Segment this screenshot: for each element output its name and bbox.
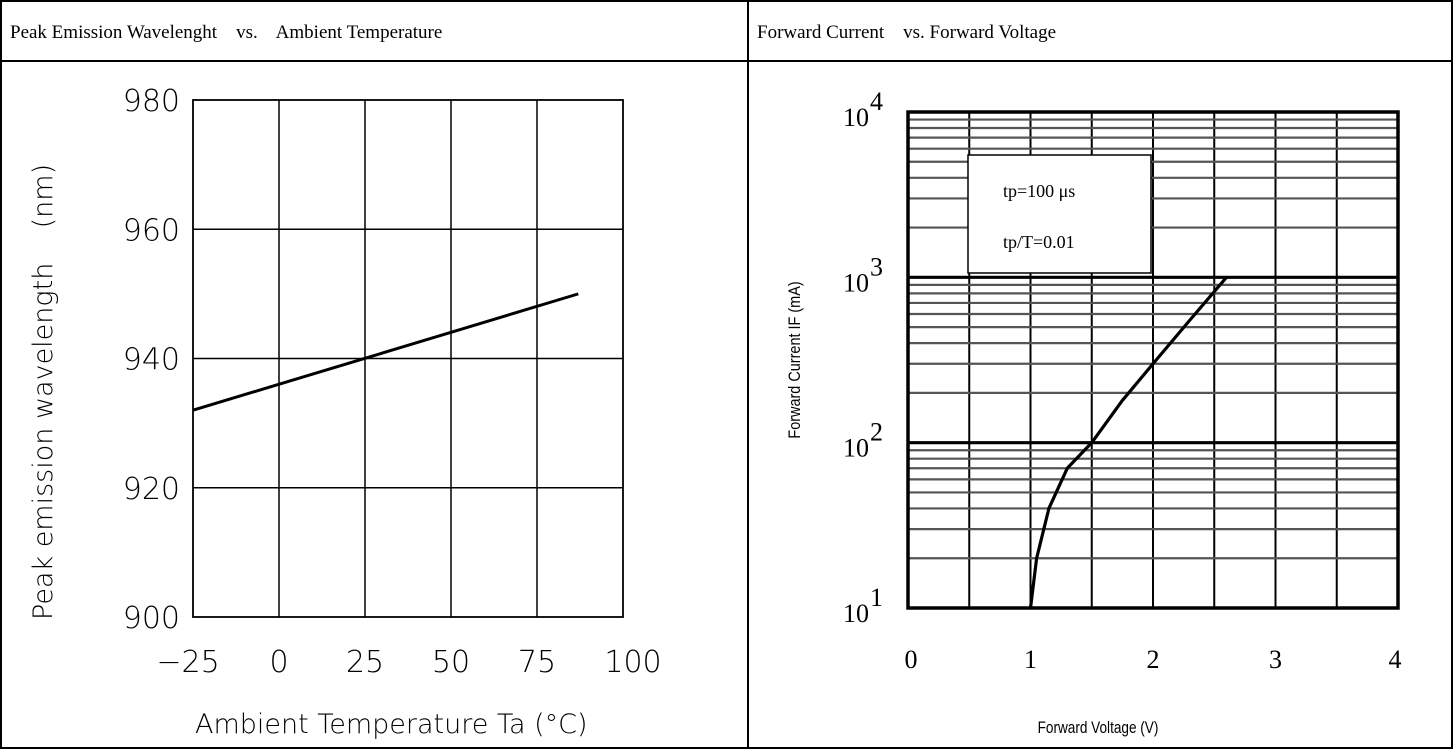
right-x-tick-label: 0	[905, 645, 918, 674]
right-x-tick-label: 2	[1147, 645, 1160, 674]
left-series-line	[192, 292, 579, 412]
left-x-tick-label: 25	[346, 645, 384, 680]
right-x-tick-label: 4	[1389, 645, 1402, 674]
annotation-duty-cycle: tp/T=0.01	[1003, 232, 1075, 252]
left-y-axis-label: Peak emission wavelength (nm)	[28, 164, 59, 620]
right-series-line	[1028, 276, 1228, 609]
right-x-tick-label: 1	[1024, 645, 1037, 674]
left-y-tick-label: 900	[123, 601, 180, 636]
right-panel	[747, 60, 1453, 749]
right-y-tick-exponent: 1	[870, 583, 883, 612]
left-y-tick-label: 980	[123, 84, 180, 119]
left-x-axis-label: Ambient Temperature Ta (°C)	[195, 709, 588, 740]
right-x-axis-label: Forward Voltage (V)	[1038, 719, 1159, 738]
left-x-tick-label: 100	[604, 645, 661, 680]
left-x-tick-label: −25	[156, 645, 219, 680]
left-plot-area	[192, 99, 624, 618]
right-x-tick-label: 3	[1269, 645, 1282, 674]
annotation-box	[967, 154, 1152, 274]
annotation-pulse-width: tp=100 μs	[1003, 181, 1075, 201]
left-x-tick-label: 50	[432, 645, 470, 680]
left-y-tick-label: 940	[123, 343, 180, 378]
right-y-tick-base: 10	[843, 599, 869, 628]
right-y-tick-exponent: 3	[870, 252, 883, 281]
right-y-tick-exponent: 2	[870, 418, 883, 447]
right-y-tick-base: 10	[843, 268, 869, 297]
left-x-tick-label: 75	[518, 645, 556, 680]
right-y-tick-exponent: 4	[870, 87, 883, 116]
right-y-tick-base: 10	[843, 103, 869, 132]
left-x-tick-label: 0	[269, 645, 288, 680]
right-y-tick-base: 10	[843, 434, 869, 463]
left-y-tick-label: 920	[123, 472, 180, 507]
right-y-axis-label: Forward Current IF (mA)	[786, 281, 804, 438]
right-plot-area	[906, 110, 1400, 610]
left-y-tick-label: 960	[123, 213, 180, 248]
